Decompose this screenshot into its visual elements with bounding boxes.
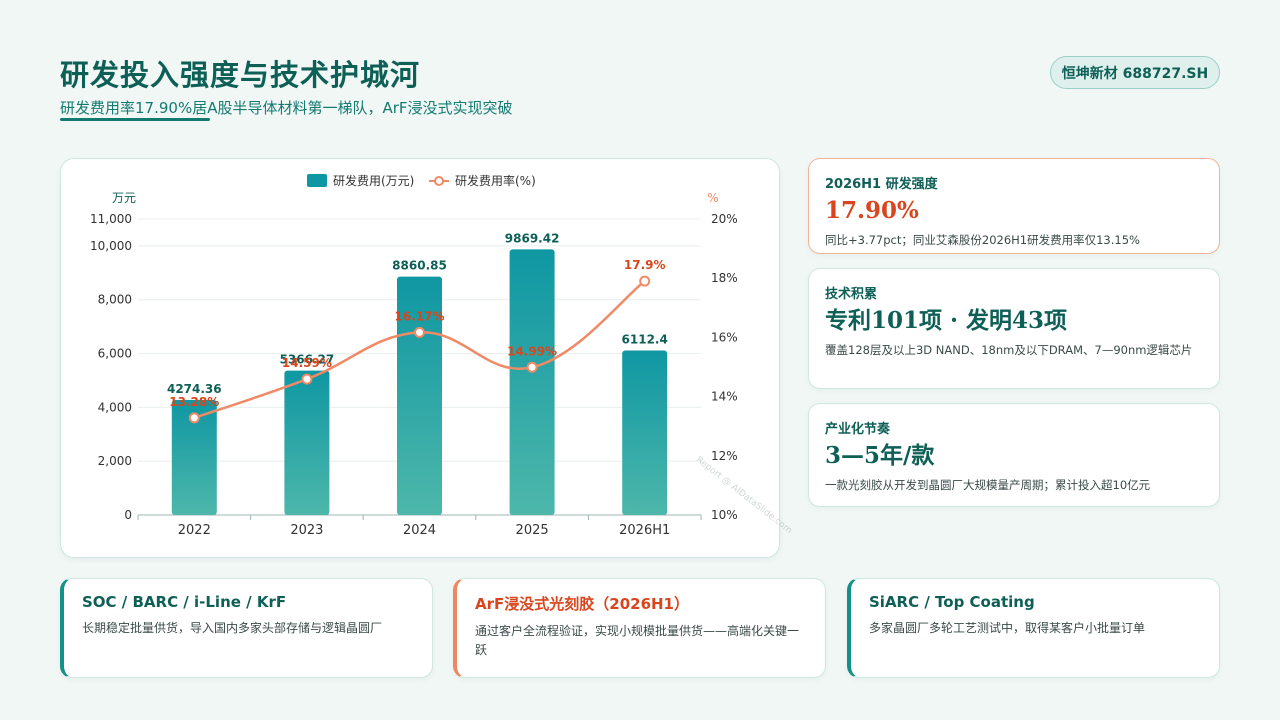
product-title: SOC / BARC / i-Line / KrF — [82, 593, 287, 611]
bar-value-label: 8860.85 — [392, 259, 447, 273]
y-tick-label-right: 16% — [711, 330, 738, 344]
y-tick-label-right: 20% — [711, 212, 738, 226]
stat-note: 同比+3.77pct；同业艾森股份2026H1研发费用率仅13.15% — [825, 233, 1140, 247]
product-text: 长期稳定批量供货，导入国内多家头部存储与逻辑晶圆厂 — [82, 621, 383, 635]
x-tick-label: 2023 — [290, 523, 323, 538]
y-axis-unit-left: 万元 — [112, 191, 136, 205]
subtitle-underline — [60, 118, 210, 121]
bar-value-label: 5366.27 — [280, 353, 335, 367]
product-card-siarc: SiARC / Top Coating 多家晶圆厂多轮工艺测试中，取得某客户小批… — [847, 578, 1220, 678]
bar-value-label: 9869.42 — [505, 231, 560, 245]
x-tick-label: 2024 — [403, 523, 436, 538]
bar — [284, 370, 330, 515]
stat-label: 产业化节奏 — [825, 422, 891, 437]
stat-value: 专利101项 · 发明43项 — [825, 307, 1068, 334]
stat-card-industrialization: 产业化节奏 3—5年/款 一款光刻胶从开发到晶圆厂大规模量产周期；累计投入超10… — [808, 403, 1220, 507]
bar — [397, 276, 442, 515]
stat-value: 3—5年/款 — [825, 442, 935, 469]
bar — [171, 399, 217, 515]
legend-label: 研发费用率(%) — [455, 173, 536, 188]
page-subtitle: 研发费用率17.90%居A股半导体材料第一梯队，ArF浸没式实现突破 — [60, 99, 513, 117]
line-point — [188, 412, 200, 424]
legend-label: 研发费用(万元) — [333, 173, 414, 188]
legend-swatch-marker — [434, 176, 444, 186]
product-text: 多家晶圆厂多轮工艺测试中，取得某客户小批量订单 — [869, 621, 1146, 635]
y-tick-label-left: 2,000 — [98, 454, 132, 468]
stat-card-rd-intensity: 2026H1 研发强度 17.90% 同比+3.77pct；同业艾森股份2026… — [808, 158, 1220, 254]
ticker-badge: 恒坤新材 688727.SH — [1050, 56, 1220, 89]
page-title: 研发投入强度与技术护城河 — [60, 58, 421, 92]
line-value-label: 14.99% — [507, 344, 557, 358]
line-point — [301, 373, 313, 385]
stat-value: 17.90% — [825, 197, 919, 224]
y-tick-label-left: 0 — [124, 508, 132, 522]
x-tick-label: 2025 — [516, 523, 549, 538]
product-title: SiARC / Top Coating — [869, 593, 1035, 611]
y-tick-label-left: 6,000 — [98, 347, 132, 361]
x-tick-label: 2026H1 — [619, 523, 670, 538]
product-card-soc: SOC / BARC / i-Line / KrF 长期稳定批量供货，导入国内多… — [60, 578, 433, 678]
y-tick-label-left: 10,000 — [90, 239, 132, 253]
bar — [622, 350, 668, 515]
stat-note: 一款光刻胶从开发到晶圆厂大规模量产周期；累计投入超10亿元 — [825, 478, 1151, 492]
product-text: 通过客户全流程验证，实现小规模批量供货——高端化关键一跃 — [475, 624, 800, 657]
line-value-label: 16.17% — [395, 309, 445, 323]
y-tick-label-left: 4,000 — [98, 400, 132, 414]
stat-label: 技术积累 — [825, 287, 878, 302]
stat-card-tech-accumulation: 技术积累 专利101项 · 发明43项 覆盖128层及以上3D NAND、18n… — [808, 268, 1220, 389]
bar-value-label: 6112.4 — [622, 333, 668, 347]
product-title: ArF浸没式光刻胶（2026H1） — [475, 595, 689, 613]
y-tick-label-right: 10% — [711, 508, 738, 522]
line-value-label: 14.59% — [282, 356, 332, 370]
y-tick-label-right: 14% — [711, 390, 738, 404]
bar — [509, 249, 555, 515]
y-tick-label-right: 12% — [711, 449, 738, 463]
stat-label: 2026H1 研发强度 — [825, 177, 938, 192]
legend-swatch-bar — [307, 174, 327, 187]
line-point — [414, 326, 425, 338]
y-tick-label-right: 18% — [711, 271, 738, 285]
stat-note: 覆盖128层及以上3D NAND、18nm及以下DRAM、7—90nm逻辑芯片 — [825, 343, 1193, 357]
x-tick-label: 2022 — [178, 523, 211, 538]
y-tick-label-left: 8,000 — [98, 293, 132, 307]
rd-chart: 0 2,000 4,000 6,000 8,000 10,000 11,000 10% 12% 1… — [90, 173, 738, 538]
chart-card: 0 2,000 4,000 6,000 8,000 10,000 11,000 10% 12% 1… — [60, 158, 780, 558]
line-point — [639, 275, 651, 287]
y-axis-unit-right: % — [707, 191, 718, 205]
y-tick-label-left: 11,000 — [90, 212, 132, 226]
line-point — [526, 361, 538, 373]
bar-value-label: 4274.36 — [167, 382, 222, 396]
line-value-label: 13.28% — [169, 395, 219, 409]
product-card-arf: ArF浸没式光刻胶（2026H1） 通过客户全流程验证，实现小规模批量供货——高… — [453, 578, 826, 678]
line-value-label: 17.9% — [624, 258, 666, 272]
